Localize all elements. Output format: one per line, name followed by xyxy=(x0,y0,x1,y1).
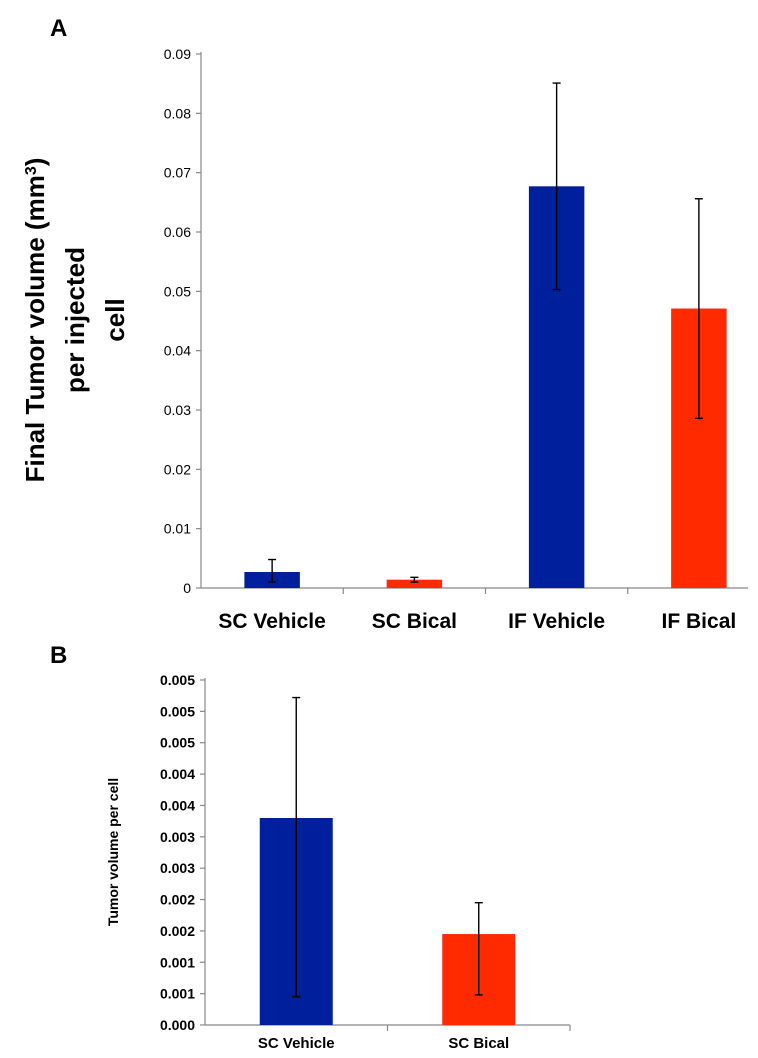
chart-b-y-tick-label: 0.001 xyxy=(160,954,195,970)
chart-a-y-tick-label: 0.09 xyxy=(164,46,191,62)
chart-a-x-tick-label: IF Bical xyxy=(662,610,737,633)
chart-b-x-tick-label: SC Bical xyxy=(448,1035,509,1052)
chart-a-x-tick-label: SC Bical xyxy=(372,610,457,633)
panel-label-b: B xyxy=(50,642,67,669)
chart-a-y-tick-label: 0.03 xyxy=(164,402,191,418)
chart-a-y-tick-label: 0.01 xyxy=(164,521,191,537)
chart-a-bar xyxy=(386,579,443,588)
chart-b-y-tick-label: 0.004 xyxy=(160,766,195,782)
panel-label-a: A xyxy=(50,15,67,42)
chart-b-y-tick-label: 0.003 xyxy=(160,860,195,876)
chart-a-y-tick-label: 0 xyxy=(183,580,191,596)
chart-a-y-tick-label: 0.05 xyxy=(164,283,191,299)
chart-a-x-tick-label: IF Vehicle xyxy=(508,610,605,633)
chart-a-y-tick-label: 0.02 xyxy=(164,461,191,477)
chart-b-y-tick-label: 0.005 xyxy=(160,672,195,688)
chart-b-y-tick-label: 0.002 xyxy=(160,923,195,939)
chart-b: 0.000 0.001 0.001 0.002 0.002 0.003 0.003 0.004… xyxy=(105,672,571,1052)
chart-b-y-axis-label: Tumor volume per cell xyxy=(105,778,121,926)
chart-a-y-axis-label: Final Tumor volume (mm3)per injected cell xyxy=(20,158,130,483)
chart-b-y-tick-label: 0.005 xyxy=(160,703,195,719)
chart-b-y-tick-label: 0.000 xyxy=(160,1017,195,1033)
chart-b-y-tick-label: 0.001 xyxy=(160,986,195,1002)
chart-b-y-tick-label: 0.005 xyxy=(160,735,195,751)
chart-a-y-tick-label: 0.04 xyxy=(164,343,191,359)
chart-b-y-tick-label: 0.002 xyxy=(160,892,195,908)
chart-a: 0 0.01 0.02 0.03 0.04 0.05 0.06 0.07 0.08 0.09 SC … xyxy=(20,46,748,633)
chart-b-y-tick-label: 0.003 xyxy=(160,829,195,845)
chart-b-y-tick-label: 0.004 xyxy=(160,797,195,813)
chart-a-x-tick-label: SC Vehicle xyxy=(218,610,325,633)
chart-a-y-tick-label: 0.07 xyxy=(164,165,191,181)
chart-b-x-tick-label: SC Vehicle xyxy=(258,1035,335,1052)
chart-a-y-tick-label: 0.08 xyxy=(164,105,191,121)
chart-a-y-tick-label: 0.06 xyxy=(164,224,191,240)
